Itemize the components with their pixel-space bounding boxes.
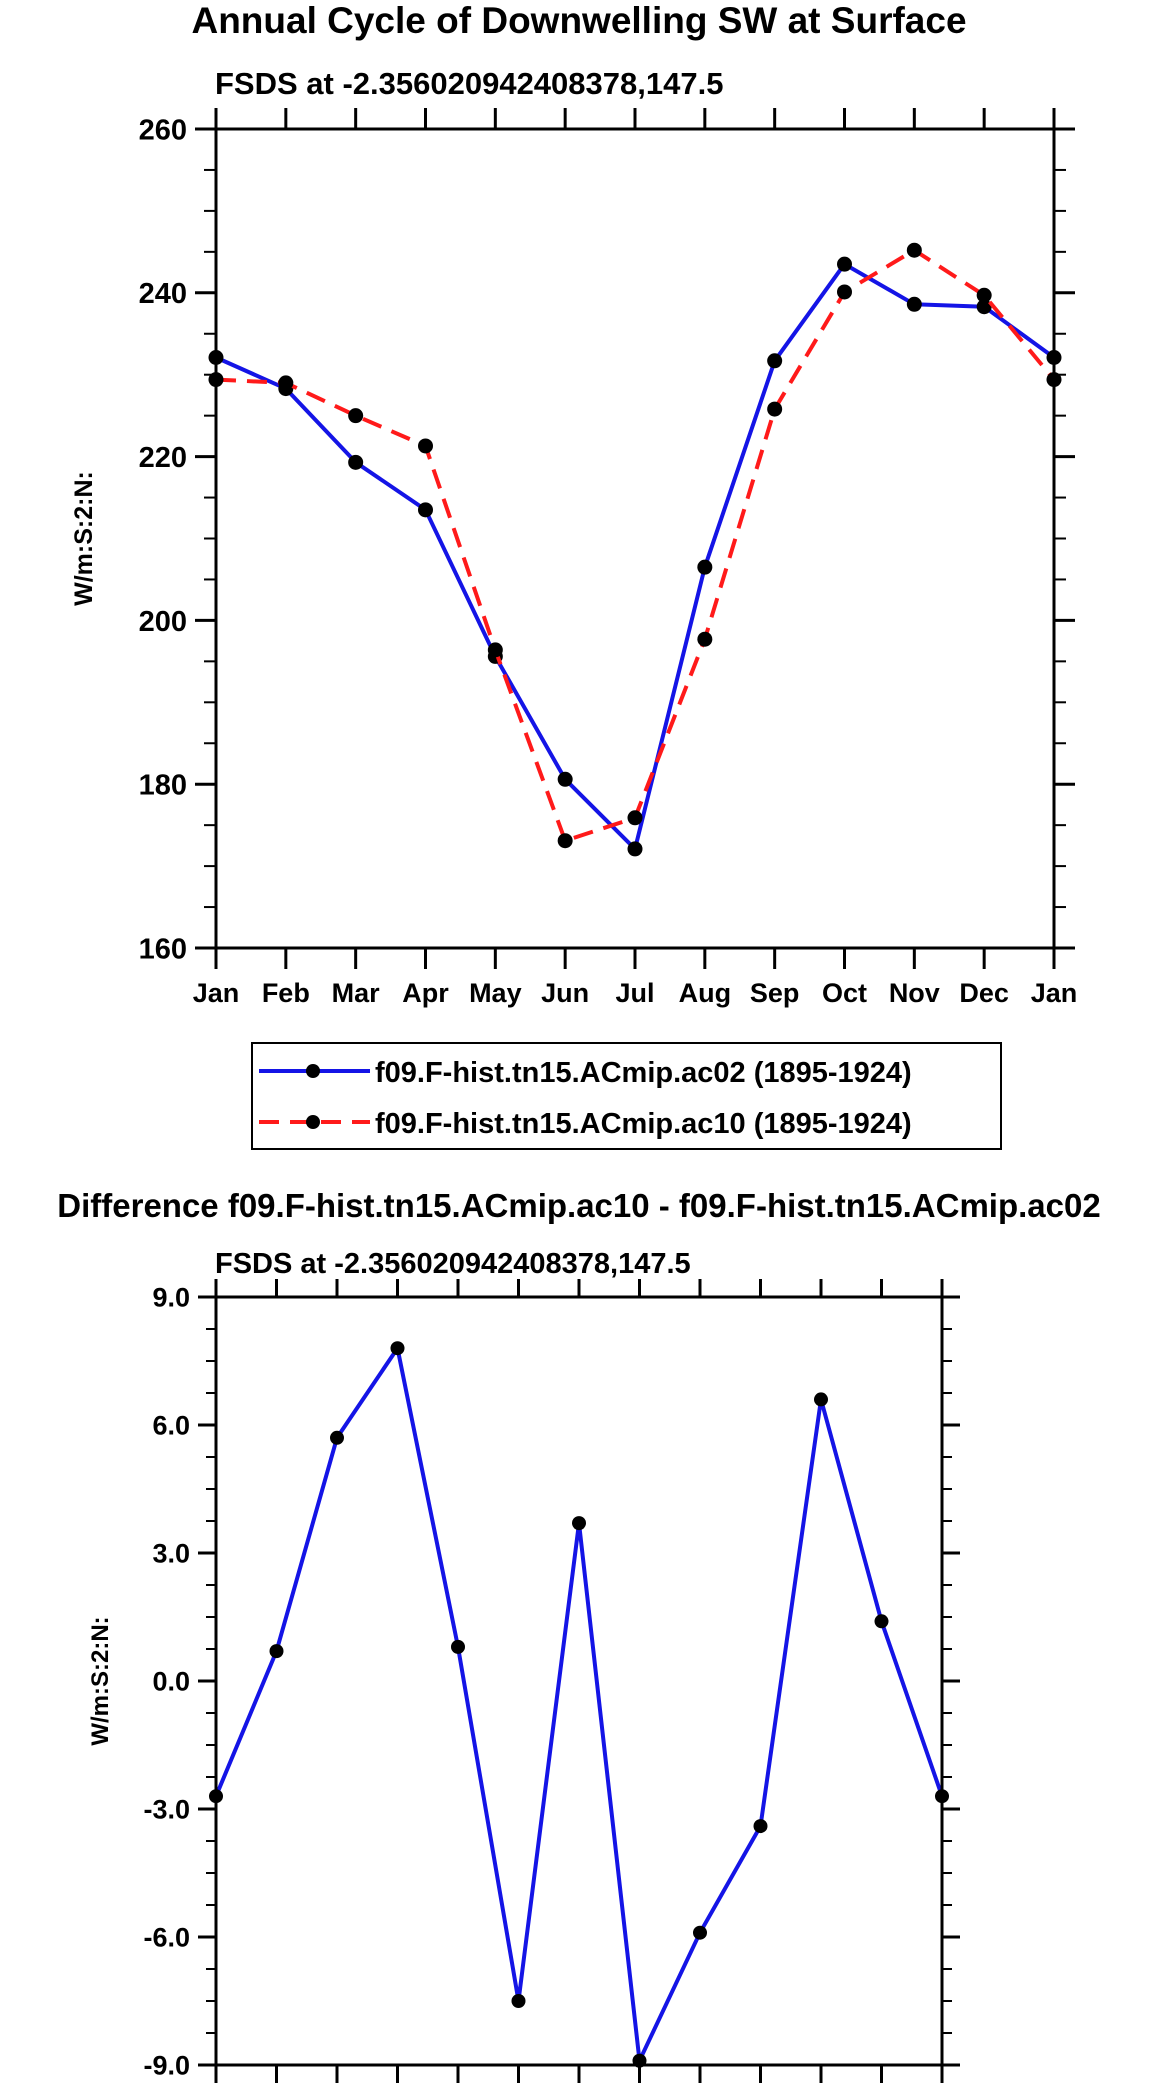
data-point-0 bbox=[330, 1430, 344, 1445]
x-tick-label: Aug bbox=[615, 2092, 664, 2096]
x-tick-label: Jan bbox=[1031, 978, 1078, 1008]
x-tick-label: Dec bbox=[959, 978, 1009, 1008]
x-tick-label: Aug bbox=[679, 978, 731, 1008]
x-tick-label: Feb bbox=[254, 2092, 298, 2096]
data-point-0 bbox=[906, 296, 922, 312]
chart1-legend: f09.F-hist.tn15.ACmip.ac02 (1895-1924) f… bbox=[251, 1042, 1002, 1150]
legend-label-ac10: f09.F-hist.tn15.ACmip.ac10 (1895-1924) bbox=[375, 1108, 912, 1140]
x-tick-label: Jun bbox=[541, 978, 589, 1008]
y-tick-label: -6.0 bbox=[143, 1923, 190, 1953]
data-point-1 bbox=[767, 401, 783, 417]
chart1-plot: 160 180 200 220 240 260 Jan Feb Mar Apr May Jun Jul A… bbox=[70, 108, 1077, 1008]
data-point-1 bbox=[627, 810, 643, 826]
y-tick-label: 180 bbox=[139, 770, 187, 802]
data-point-0 bbox=[451, 1639, 465, 1654]
y-axis-label: W/m:S:2:N: bbox=[87, 1616, 114, 1745]
y-tick-label: 200 bbox=[139, 606, 187, 638]
chart1-title: Annual Cycle of Downwelling SW at Surfac… bbox=[191, 0, 966, 41]
y-tick-label: -9.0 bbox=[143, 2051, 190, 2081]
x-tick-label: Jan bbox=[194, 2092, 237, 2096]
data-point-0 bbox=[976, 299, 992, 315]
data-point-0 bbox=[390, 1341, 405, 1356]
y-tick-label: 160 bbox=[139, 933, 187, 965]
x-tick-label: Sep bbox=[677, 2092, 723, 2096]
data-point-0 bbox=[837, 256, 852, 272]
chart2-plot: -9.0 -6.0 -3.0 0.0 3.0 6.0 9.0 Jan Feb Mar Apr May J… bbox=[87, 1279, 964, 2096]
x-tick-label: Apr bbox=[376, 2092, 419, 2096]
chart2-subtitle: FSDS at -2.356020942408378,147.5 bbox=[215, 1248, 691, 1280]
data-point-0 bbox=[511, 1994, 526, 2008]
x-tick-label: Jun bbox=[496, 2092, 540, 2096]
x-tick-label: Feb bbox=[262, 978, 310, 1008]
data-point-1 bbox=[557, 833, 573, 849]
plot-frame bbox=[214, 1295, 944, 2067]
data-point-1 bbox=[418, 438, 433, 454]
legend-label-ac02: f09.F-hist.tn15.ACmip.ac02 (1895-1924) bbox=[375, 1057, 912, 1089]
x-tick-label: Nov bbox=[797, 2092, 844, 2096]
data-point-0 bbox=[572, 1516, 586, 1531]
y-tick-label: 3.0 bbox=[152, 1539, 190, 1569]
data-point-0 bbox=[814, 1392, 828, 1407]
x-tick-label: Oct bbox=[740, 2092, 782, 2096]
legend-marker-ac10 bbox=[306, 1115, 320, 1129]
data-point-1 bbox=[278, 375, 294, 391]
y-tick-label: 240 bbox=[139, 278, 187, 310]
y-tick-label: 0.0 bbox=[152, 1667, 190, 1697]
x-tick-label: May bbox=[434, 2092, 483, 2096]
x-tick-label: Jan bbox=[920, 2092, 963, 2096]
chart1-subtitle: FSDS at -2.356020942408378,147.5 bbox=[215, 66, 723, 101]
data-point-0 bbox=[418, 502, 433, 518]
x-tick-label: Jul bbox=[615, 978, 654, 1008]
x-tick-label: Sep bbox=[750, 978, 800, 1008]
series-line-1 bbox=[215, 248, 1056, 843]
data-point-0 bbox=[348, 454, 364, 470]
data-point-1 bbox=[348, 408, 364, 424]
data-point-0 bbox=[693, 1925, 707, 1940]
data-point-1 bbox=[906, 242, 922, 258]
x-tick-label: Nov bbox=[889, 978, 940, 1008]
data-point-1 bbox=[697, 631, 713, 647]
y-tick-label: 220 bbox=[139, 442, 187, 474]
data-point-1 bbox=[837, 284, 852, 300]
legend-box bbox=[251, 1042, 1002, 1150]
plot-frame bbox=[214, 127, 1056, 950]
x-tick-label: Jul bbox=[561, 2092, 597, 2096]
data-point-1 bbox=[487, 642, 503, 658]
data-point-1 bbox=[976, 287, 992, 303]
x-tick-label: Apr bbox=[402, 978, 449, 1008]
data-point-0 bbox=[557, 771, 573, 787]
data-point-0 bbox=[627, 841, 643, 857]
series-line-0 bbox=[214, 1346, 944, 2063]
y-tick-label: 260 bbox=[139, 114, 187, 146]
data-point-0 bbox=[753, 1819, 768, 1834]
chart2-title: Difference f09.F-hist.tn15.ACmip.ac10 - … bbox=[57, 1187, 1100, 1224]
x-tick-label: Mar bbox=[315, 2092, 360, 2096]
y-tick-label: -3.0 bbox=[143, 1795, 190, 1825]
data-point-0 bbox=[697, 559, 713, 575]
x-tick-label: Mar bbox=[332, 978, 381, 1008]
legend-marker-ac02 bbox=[306, 1064, 320, 1078]
y-tick-label: 9.0 bbox=[152, 1283, 190, 1313]
series-line-0 bbox=[215, 262, 1056, 851]
y-axis-label: W/m:S:2:N: bbox=[70, 471, 98, 606]
y-tick-label: 6.0 bbox=[152, 1411, 190, 1441]
x-tick-label: Jan bbox=[193, 978, 240, 1008]
x-tick-label: May bbox=[469, 978, 522, 1008]
data-point-0 bbox=[269, 1644, 284, 1659]
x-tick-label: Dec bbox=[859, 2092, 905, 2096]
x-tick-label: Oct bbox=[822, 978, 867, 1008]
data-point-0 bbox=[874, 1614, 889, 1629]
data-point-0 bbox=[767, 353, 783, 369]
